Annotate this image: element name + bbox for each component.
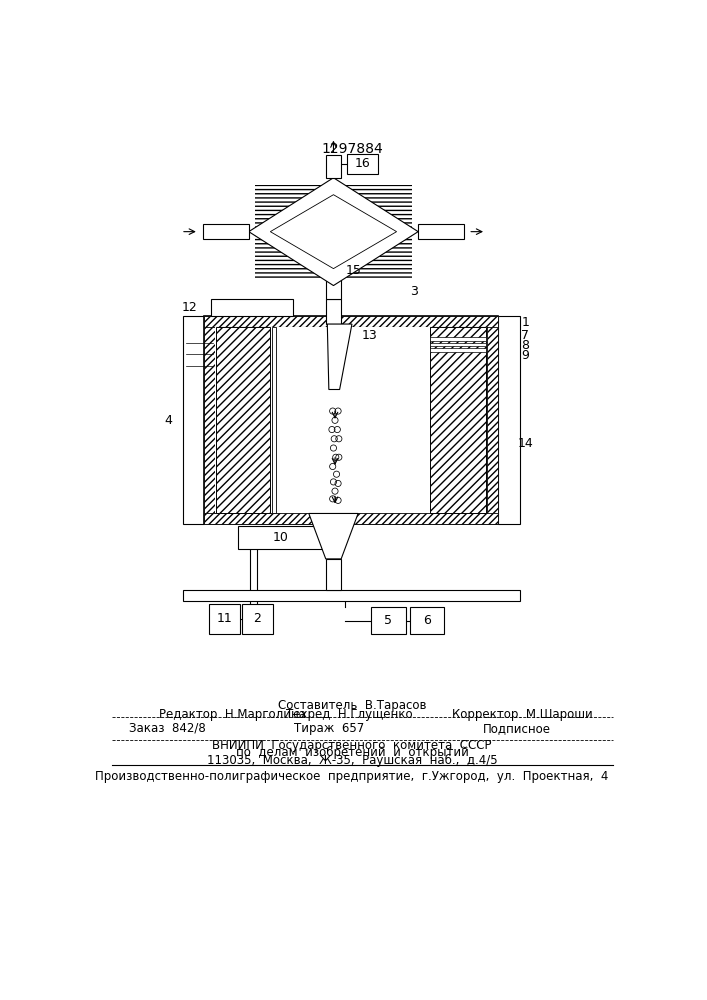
Bar xyxy=(243,606,271,632)
Text: 14: 14 xyxy=(518,437,533,450)
Text: Тираж  657: Тираж 657 xyxy=(293,722,364,735)
Text: 13: 13 xyxy=(361,329,377,342)
Bar xyxy=(420,225,463,238)
Bar xyxy=(216,327,270,513)
Text: 8: 8 xyxy=(521,339,530,352)
Bar xyxy=(213,301,292,315)
Polygon shape xyxy=(327,324,352,389)
Text: ВНИИПИ  Государственного  комитета  СССР: ВНИИПИ Государственного комитета СССР xyxy=(212,739,491,752)
Bar xyxy=(487,316,498,524)
Text: 6: 6 xyxy=(423,614,431,627)
Text: 5: 5 xyxy=(384,614,392,627)
Bar xyxy=(182,590,520,601)
Text: 4: 4 xyxy=(165,414,173,427)
Bar xyxy=(242,604,273,634)
Text: 15: 15 xyxy=(346,264,362,277)
Text: 12: 12 xyxy=(182,301,197,314)
Bar xyxy=(204,316,215,524)
Bar xyxy=(431,348,486,352)
Text: 3: 3 xyxy=(411,285,419,298)
Bar xyxy=(182,316,204,524)
Text: 9: 9 xyxy=(521,349,529,362)
Text: 1: 1 xyxy=(521,316,529,329)
Text: Составитель  В.Тарасов: Составитель В.Тарасов xyxy=(278,699,426,712)
Text: Подписное: Подписное xyxy=(483,722,551,735)
Bar xyxy=(255,185,412,278)
Bar xyxy=(500,318,518,523)
Bar xyxy=(204,316,498,524)
Bar xyxy=(184,318,203,523)
Bar xyxy=(431,343,486,346)
Bar xyxy=(209,604,240,634)
Text: 7: 7 xyxy=(521,329,530,342)
Text: Корректор. М.Шароши: Корректор. М.Шароши xyxy=(452,708,592,721)
Bar xyxy=(326,155,341,178)
Bar xyxy=(371,607,406,634)
Bar xyxy=(409,607,444,634)
Text: по  делам  изобретений  и  открытий: по делам изобретений и открытий xyxy=(235,746,468,759)
Bar xyxy=(498,316,520,524)
Text: 1297884: 1297884 xyxy=(321,142,382,156)
Text: Редактор  Н.Марголина: Редактор Н.Марголина xyxy=(160,708,306,721)
Bar xyxy=(347,154,378,174)
Text: Производственно-полиграфическое  предприятие,  г.Ужгород,  ул.  Проектная,  4: Производственно-полиграфическое предприя… xyxy=(95,770,609,783)
Bar xyxy=(204,513,498,524)
Polygon shape xyxy=(309,513,358,559)
Bar xyxy=(418,224,464,239)
Bar xyxy=(204,316,498,327)
Text: 2: 2 xyxy=(253,612,261,625)
Bar xyxy=(238,526,322,549)
Polygon shape xyxy=(249,178,418,286)
Bar xyxy=(240,527,321,547)
Text: Заказ  842/8: Заказ 842/8 xyxy=(129,722,206,735)
Bar xyxy=(431,327,486,513)
Text: 113035,  Москва,  Ж-35,  Раушская  наб.,  д.4/5: 113035, Москва, Ж-35, Раушская наб., д.4… xyxy=(206,754,497,767)
Bar xyxy=(431,337,486,341)
Bar xyxy=(203,224,249,239)
Bar xyxy=(215,327,487,513)
Text: 16: 16 xyxy=(355,157,370,170)
Bar xyxy=(204,225,247,238)
Bar xyxy=(272,327,276,513)
Bar xyxy=(326,559,341,590)
Text: Техред  Н.Глущенко: Техред Н.Глущенко xyxy=(286,708,413,721)
Bar xyxy=(211,299,293,316)
Text: 11: 11 xyxy=(217,612,233,625)
Text: 10: 10 xyxy=(272,531,288,544)
Bar xyxy=(326,299,341,324)
Bar xyxy=(326,265,341,299)
